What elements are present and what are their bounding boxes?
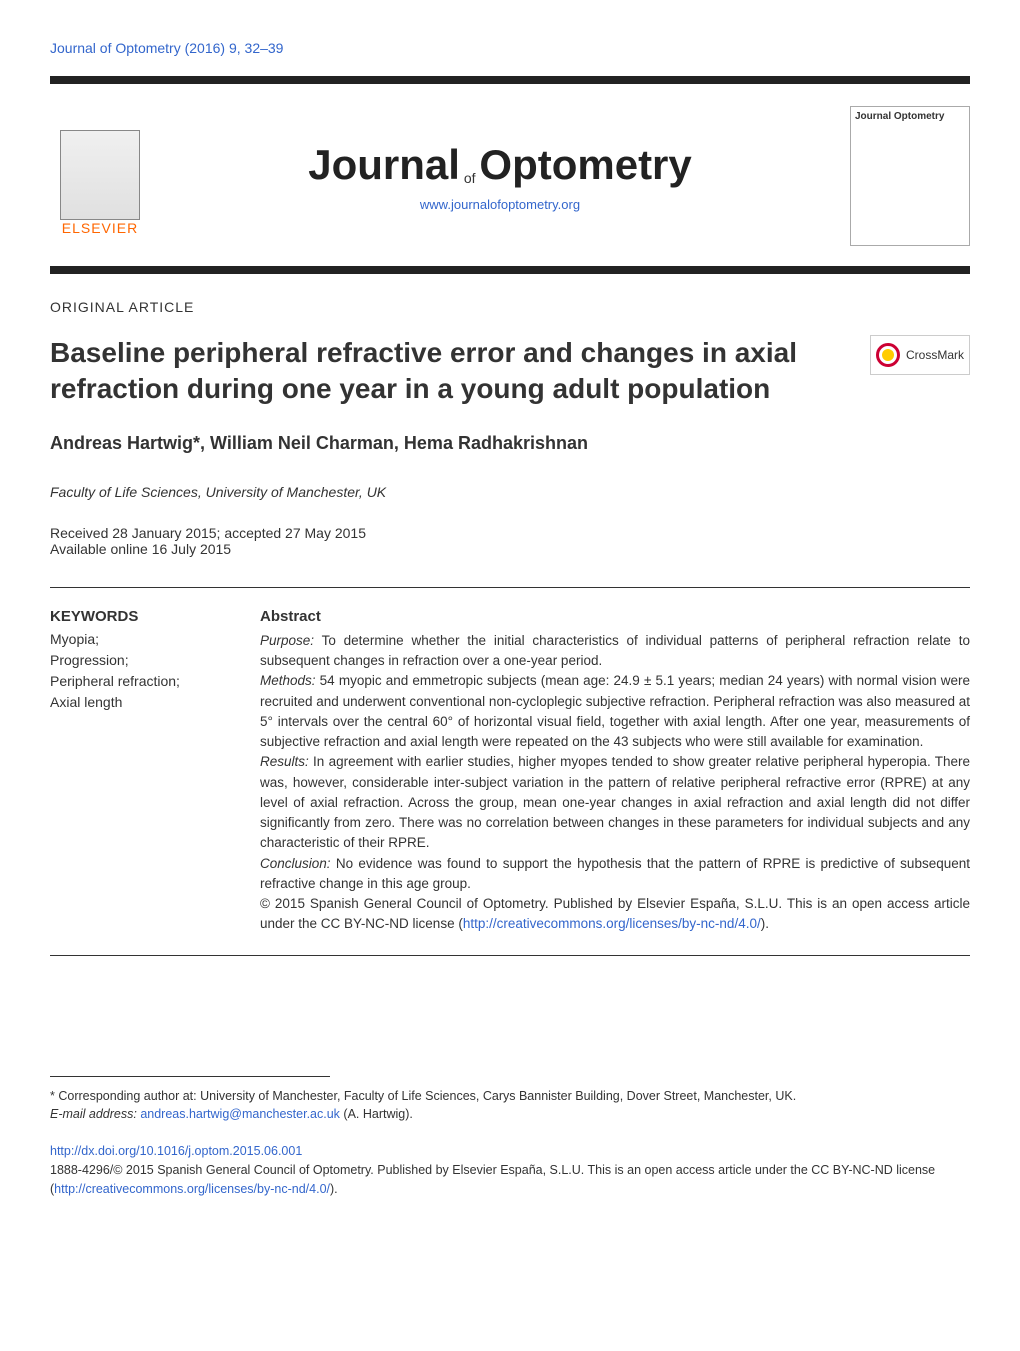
footer-license-link[interactable]: http://creativecommons.org/licenses/by-n…	[54, 1182, 330, 1196]
journal-of: of	[464, 169, 476, 185]
available-date: Available online 16 July 2015	[50, 541, 970, 557]
keywords-column: KEYWORDS Myopia; Progression; Peripheral…	[50, 608, 260, 935]
conclusion-text: No evidence was found to support the hyp…	[260, 856, 970, 891]
footer: * Corresponding author at: University of…	[50, 1087, 970, 1199]
issn-close: ).	[330, 1182, 338, 1196]
copyright-close: ).	[761, 916, 769, 931]
authors: Andreas Hartwig*, William Neil Charman, …	[50, 433, 970, 454]
crossmark-label: CrossMark	[906, 348, 964, 362]
email-link[interactable]: andreas.hartwig@manchester.ac.uk	[140, 1107, 340, 1121]
purpose-label: Purpose:	[260, 633, 314, 648]
abstract-box: KEYWORDS Myopia; Progression; Peripheral…	[50, 587, 970, 956]
abstract-column: Abstract Purpose: To determine whether t…	[260, 608, 970, 935]
dates-block: Received 28 January 2015; accepted 27 Ma…	[50, 525, 970, 557]
header-section: ELSEVIER Journal of Optometry www.journa…	[50, 86, 970, 274]
received-date: Received 28 January 2015; accepted 27 Ma…	[50, 525, 970, 541]
journal-url-link[interactable]: www.journalofoptometry.org	[150, 197, 850, 212]
keywords-title: KEYWORDS	[50, 608, 240, 625]
conclusion-label: Conclusion:	[260, 856, 331, 871]
journal-reference: Journal of Optometry (2016) 9, 32–39	[50, 40, 970, 56]
crossmark-badge[interactable]: CrossMark	[870, 335, 970, 375]
license-link[interactable]: http://creativecommons.org/licenses/by-n…	[463, 916, 761, 931]
methods-text: 54 myopic and emmetropic subjects (mean …	[260, 673, 970, 749]
elsevier-text: ELSEVIER	[62, 220, 138, 236]
journal-name: Optometry	[479, 141, 691, 188]
article-type: ORIGINAL ARTICLE	[50, 299, 970, 315]
purpose-text: To determine whether the initial charact…	[260, 633, 970, 668]
journal-title-block: Journal of Optometry www.journalofoptome…	[150, 141, 850, 212]
results-label: Results:	[260, 754, 309, 769]
email-suffix: (A. Hartwig).	[340, 1107, 413, 1121]
email-label: E-mail address:	[50, 1107, 137, 1121]
journal-cover-thumbnail: Journal Optometry	[850, 106, 970, 246]
elsevier-logo: ELSEVIER	[50, 116, 150, 236]
abstract-text: Purpose: To determine whether the initia…	[260, 631, 970, 935]
doi-link[interactable]: http://dx.doi.org/10.1016/j.optom.2015.0…	[50, 1142, 970, 1161]
article-title: Baseline peripheral refractive error and…	[50, 335, 870, 408]
journal-prefix: Journal	[308, 141, 460, 188]
cover-title: Journal Optometry	[855, 111, 965, 122]
affiliation: Faculty of Life Sciences, University of …	[50, 484, 970, 500]
crossmark-icon	[876, 343, 900, 367]
elsevier-tree-icon	[60, 130, 140, 220]
corresponding-author: * Corresponding author at: University of…	[50, 1087, 970, 1106]
keywords-list: Myopia; Progression; Peripheral refracti…	[50, 629, 240, 713]
abstract-title: Abstract	[260, 608, 970, 625]
results-text: In agreement with earlier studies, highe…	[260, 754, 970, 850]
footer-separator	[50, 1076, 330, 1077]
methods-label: Methods:	[260, 673, 316, 688]
header-top-bar	[50, 76, 970, 84]
